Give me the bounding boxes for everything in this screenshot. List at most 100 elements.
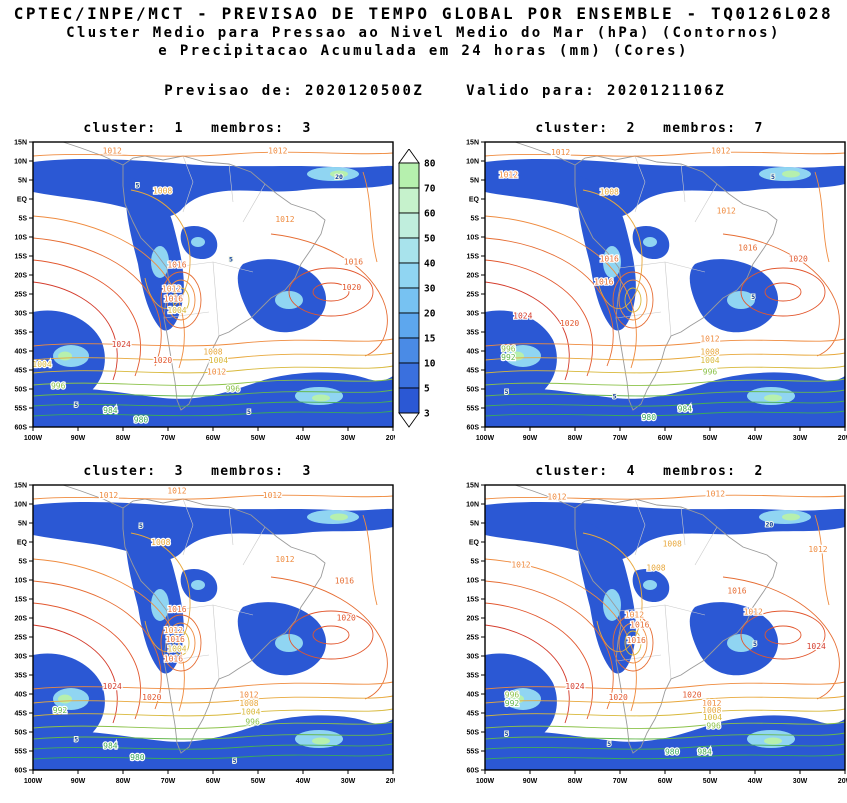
contour-label: 1016: [600, 255, 619, 264]
contour-label: 1012: [275, 555, 294, 564]
lon-tick-label: 20W: [386, 435, 395, 442]
lon-tick-label: 100W: [476, 435, 495, 442]
contour-label: 1024: [103, 682, 122, 691]
precip-label: 5: [229, 256, 233, 264]
lat-tick-label: 10N: [14, 502, 27, 509]
page-title: CPTEC/INPE/MCT - PREVISAO DE TEMPO GLOBA…: [13, 4, 834, 23]
valid-value: 2020121106Z: [606, 83, 727, 99]
lat-tick-label: 20S: [15, 616, 28, 623]
contour-label: 1016: [594, 278, 613, 287]
grid-spacer: [395, 462, 452, 795]
contour-label: 996: [505, 690, 520, 699]
lon-tick-label: 90W: [71, 435, 86, 442]
lon-tick-label: 30W: [341, 778, 356, 785]
lon-tick-label: 30W: [793, 435, 808, 442]
contour-label: 1024: [565, 682, 584, 691]
lon-tick-label: 70W: [161, 435, 176, 442]
panel-cluster-2: cluster: 2 membros: 7 1012 1012 1012 5 1008 1…: [452, 119, 847, 452]
contour-label: 1008: [600, 188, 619, 197]
lat-tick-label: 50S: [15, 730, 28, 737]
contour-label: 996: [703, 367, 718, 376]
lon-tick-label: 100W: [24, 778, 43, 785]
lat-tick-label: 50S: [467, 387, 480, 394]
lon-tick-label: 80W: [568, 435, 583, 442]
contour-label: 1024: [513, 312, 532, 321]
precip-label: 5: [771, 173, 775, 181]
lat-tick-label: 50S: [15, 387, 28, 394]
lat-tick-label: 35S: [15, 330, 28, 337]
contour-label: 1004: [241, 707, 260, 716]
panel-cluster-3: cluster: 3 membros: 3 1012 1012 1012 5 1008 1…: [0, 462, 400, 795]
subtitle-line2: e Precipitacao Acumulada em 24 horas (mm…: [158, 43, 689, 59]
lat-tick-label: 60S: [15, 425, 28, 432]
contour-label: 1016: [167, 605, 186, 614]
lat-tick-label: 15N: [14, 483, 27, 490]
lat-tick-label: 40S: [15, 349, 28, 356]
contour-label: 1012: [511, 561, 530, 570]
contour-label: 1016: [164, 655, 183, 664]
contour-label: 984: [103, 406, 118, 415]
panel-3-title: cluster: 3 membros: 3: [83, 464, 312, 479]
lon-tick-label: 70W: [613, 435, 628, 442]
lat-tick-label: 5S: [18, 559, 27, 566]
contour-label: 1012: [551, 148, 570, 157]
lat-tick-label: 10S: [15, 235, 28, 242]
lon-tick-label: 50W: [251, 778, 266, 785]
precip-label: 5: [607, 740, 611, 748]
panel-grid: cluster: 1 membros: 3 1012 1012 5 1008 20 101…: [0, 119, 847, 795]
lat-tick-label: 45S: [467, 368, 480, 375]
contour-label: 1012: [625, 611, 644, 620]
contour-label: 1012: [99, 491, 118, 500]
lat-tick-label: 5N: [470, 521, 479, 528]
lat-tick-label: 5S: [18, 216, 27, 223]
contour-label: 1012: [268, 146, 287, 155]
colorbar-tick-label: 20: [424, 309, 436, 320]
lat-tick-label: 30S: [15, 654, 28, 661]
lat-tick-label: 55S: [15, 749, 28, 756]
lat-tick-label: 30S: [467, 311, 480, 318]
contour-label: 1024: [112, 340, 131, 349]
contour-label: 1004: [703, 713, 722, 722]
colorbar-tick-label: 3: [424, 409, 430, 420]
contour-label: 1012: [162, 285, 181, 294]
lon-tick-label: 80W: [116, 778, 131, 785]
contour-label: 996: [706, 722, 721, 731]
precip-label: 5: [74, 401, 78, 409]
contour-label: 1016: [335, 576, 354, 585]
lon-tick-label: 30W: [793, 778, 808, 785]
contour-label: 984: [103, 742, 118, 751]
contour-label: 1008: [203, 347, 222, 356]
contour-label: 996: [51, 382, 66, 391]
colorbar-svg: 80 70 60 50 40 30 20 15 10 5 3: [398, 148, 436, 428]
colorbar-box: [398, 162, 420, 189]
precip-label: 5: [505, 388, 509, 396]
contour-label: 1020: [153, 356, 172, 365]
contour-label: 1020: [789, 255, 808, 264]
lat-tick-label: 10N: [466, 502, 479, 509]
map-cluster-1: 1012 1012 5 1008 20 1012 5 1016 1016 1012 1016 1004…: [0, 136, 400, 452]
lat-tick-label: 30S: [467, 654, 480, 661]
lon-tick-label: 50W: [251, 435, 266, 442]
map-cluster-3: 1012 1012 1012 5 1008 1012 1016 1016 1020 1012 101…: [0, 479, 400, 795]
lon-tick-label: 80W: [568, 778, 583, 785]
contour-label: 1020: [682, 690, 701, 699]
lat-tick-label: 5S: [470, 559, 479, 566]
precip-label: 5: [505, 730, 509, 738]
contour-label: 980: [130, 753, 145, 762]
contour-label: 996: [245, 717, 260, 726]
contour-label: 1024: [807, 642, 826, 651]
precip-label: 5: [135, 182, 139, 190]
contour-label: 1008: [239, 699, 258, 708]
contour-label: 1008: [663, 539, 682, 548]
precip-label: 20: [335, 173, 343, 181]
contour-label: 1020: [609, 693, 628, 702]
lat-tick-label: 60S: [467, 768, 480, 775]
colorbar-box: [398, 262, 420, 289]
lat-tick-label: 15N: [14, 140, 27, 147]
contour-label: 1008: [700, 347, 719, 356]
panel-cluster-4: cluster: 4 membros: 2 1012 1012 20 1008 1012…: [452, 462, 847, 795]
lat-tick-label: 45S: [467, 711, 480, 718]
precip-label: 5: [613, 393, 617, 401]
lat-tick-label: 5N: [470, 178, 479, 185]
